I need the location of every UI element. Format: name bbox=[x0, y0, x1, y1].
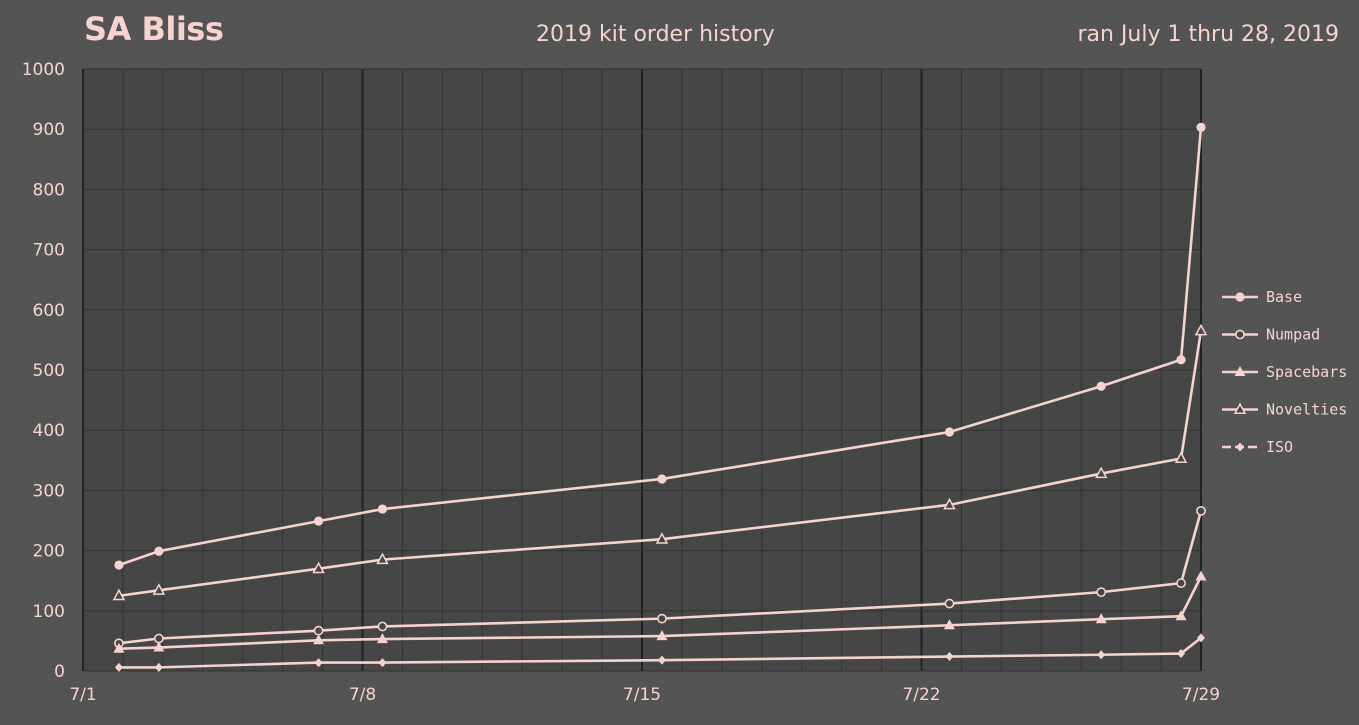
data-point-spacebars bbox=[313, 634, 325, 645]
data-point-iso bbox=[1177, 649, 1186, 659]
y-tick-label: 600 bbox=[33, 301, 65, 321]
y-tick-label: 0 bbox=[54, 662, 65, 682]
legend-marker-iso bbox=[1236, 442, 1244, 452]
data-point-base bbox=[657, 474, 667, 484]
data-point-numpad bbox=[657, 613, 667, 624]
legend: Base Numpad Spacebars Novelties ISO bbox=[1222, 288, 1347, 456]
data-point-iso bbox=[154, 662, 163, 672]
x-tick-label: 7/8 bbox=[349, 685, 376, 705]
data-point-novelties bbox=[112, 588, 126, 601]
y-tick-label: 900 bbox=[33, 120, 65, 140]
data-point-spacebars bbox=[1095, 613, 1107, 624]
x-tick-label: 7/22 bbox=[902, 685, 940, 705]
data-point-numpad bbox=[153, 633, 164, 644]
legend-item-base: Base bbox=[1222, 288, 1302, 306]
data-point-base bbox=[1096, 381, 1106, 391]
data-point-novelties bbox=[1174, 451, 1188, 464]
data-point-iso bbox=[378, 658, 387, 668]
data-point-base bbox=[154, 546, 164, 556]
series-spacebars bbox=[113, 570, 1207, 653]
chart-subtitle: 2019 kit order history bbox=[536, 22, 775, 47]
brand-title: SA Bliss bbox=[84, 10, 224, 48]
data-point-spacebars bbox=[376, 633, 388, 644]
data-point-iso bbox=[1097, 650, 1106, 660]
x-tick-label: 7/1 bbox=[69, 685, 96, 705]
data-point-numpad bbox=[1096, 587, 1107, 598]
data-point-spacebars bbox=[1195, 570, 1207, 581]
data-point-novelties bbox=[376, 552, 389, 565]
series-base bbox=[114, 122, 1206, 570]
data-point-spacebars bbox=[656, 630, 668, 641]
legend-label-numpad: Numpad bbox=[1266, 326, 1320, 344]
data-point-numpad bbox=[313, 625, 324, 636]
data-point-base bbox=[1176, 355, 1186, 365]
y-tick-label: 400 bbox=[33, 421, 65, 441]
legend-label-base: Base bbox=[1266, 288, 1302, 306]
y-tick-label: 300 bbox=[33, 481, 65, 501]
y-tick-label: 700 bbox=[33, 241, 65, 261]
data-point-novelties bbox=[655, 532, 669, 544]
series-iso bbox=[114, 633, 1205, 672]
data-point-base bbox=[944, 427, 955, 437]
legend-item-numpad: Numpad bbox=[1222, 326, 1320, 344]
data-point-spacebars bbox=[113, 642, 125, 653]
date-range: ran July 1 thru 28, 2019 bbox=[1077, 22, 1339, 47]
legend-label-spacebars: Spacebars bbox=[1266, 363, 1347, 381]
data-point-iso bbox=[657, 655, 666, 665]
legend-label-iso: ISO bbox=[1266, 438, 1293, 456]
legend-marker-base bbox=[1235, 292, 1245, 302]
legend-item-novelties: Novelties bbox=[1222, 401, 1347, 419]
data-point-numpad bbox=[377, 621, 388, 632]
axes: 0 100 200 300 400 500 600 700 800 900 1000 7/1 7/8 7/… bbox=[22, 60, 1220, 705]
data-point-base bbox=[1196, 122, 1206, 132]
data-point-novelties bbox=[152, 583, 166, 595]
legend-item-spacebars: Spacebars bbox=[1222, 363, 1347, 381]
x-tick-label: 7/29 bbox=[1182, 685, 1220, 705]
x-tick-label: 7/15 bbox=[623, 685, 661, 705]
data-point-base bbox=[114, 560, 124, 570]
data-point-novelties bbox=[312, 561, 325, 574]
data-point-spacebars bbox=[153, 641, 165, 652]
data-point-iso bbox=[945, 652, 954, 662]
data-point-base bbox=[313, 516, 324, 526]
y-tick-label: 1000 bbox=[22, 60, 65, 80]
data-point-iso bbox=[1197, 633, 1205, 643]
data-point-numpad bbox=[944, 598, 955, 609]
series-novelties bbox=[112, 323, 1208, 601]
data-point-spacebars bbox=[943, 619, 955, 630]
data-point-numpad bbox=[1196, 505, 1206, 516]
legend-marker-novelties bbox=[1233, 402, 1247, 415]
data-point-base bbox=[377, 504, 388, 514]
legend-item-iso: ISO bbox=[1222, 438, 1293, 456]
legend-marker-numpad bbox=[1235, 329, 1245, 340]
y-tick-label: 200 bbox=[33, 542, 65, 562]
legend-marker-spacebars bbox=[1234, 366, 1246, 376]
data-point-spacebars bbox=[1175, 610, 1187, 621]
y-tick-label: 100 bbox=[33, 602, 65, 622]
data-point-iso bbox=[314, 658, 323, 668]
legend-label-novelties: Novelties bbox=[1266, 401, 1347, 419]
data-point-novelties bbox=[1094, 466, 1108, 479]
data-point-novelties bbox=[943, 497, 956, 510]
data-point-novelties bbox=[1194, 323, 1208, 336]
series-group bbox=[112, 122, 1208, 672]
data-point-numpad bbox=[1176, 578, 1186, 589]
y-tick-label: 800 bbox=[33, 180, 65, 200]
data-point-iso bbox=[114, 662, 123, 672]
y-tick-label: 500 bbox=[33, 361, 65, 381]
